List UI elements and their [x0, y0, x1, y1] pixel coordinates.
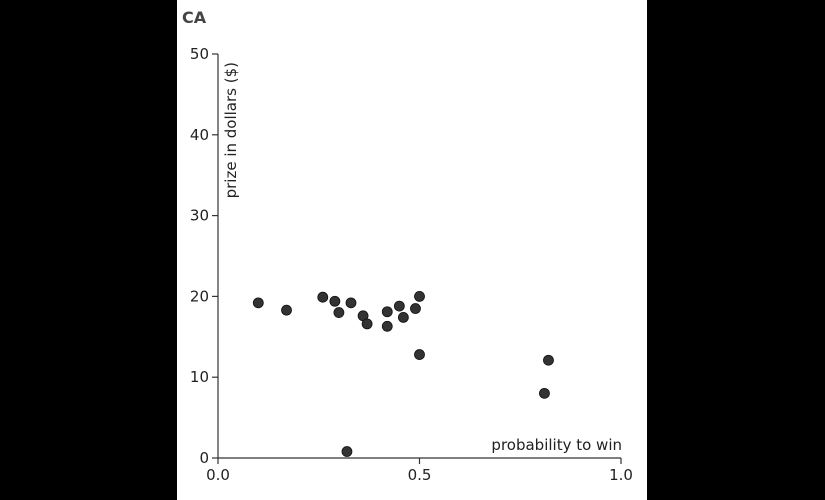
x-axis-label: probability to win — [491, 436, 622, 454]
y-tick-label: 20 — [190, 287, 209, 305]
data-point — [317, 291, 329, 303]
y-tick-label: 40 — [190, 126, 209, 144]
data-point — [414, 349, 425, 360]
x-tick-label: 1.0 — [609, 466, 633, 484]
chart-panel: CA 0 10 20 30 40 50 0.0 0.5 1.0 prize in dollar… — [177, 0, 647, 500]
data-points — [252, 290, 554, 457]
scatter-chart: CA 0 10 20 30 40 50 0.0 0.5 1.0 prize in dollar… — [182, 8, 633, 484]
data-point — [543, 354, 554, 366]
data-point — [410, 303, 421, 314]
data-point — [381, 320, 393, 332]
data-point — [414, 290, 425, 302]
data-point — [345, 297, 357, 309]
chart-title: CA — [182, 8, 207, 27]
x-tick-label: 0.0 — [206, 466, 230, 484]
data-point — [393, 300, 405, 312]
y-tick-label: 10 — [190, 368, 209, 386]
y-tick-label: 30 — [190, 207, 209, 225]
data-point — [329, 295, 341, 307]
y-axis-ticks: 0 10 20 30 40 50 — [190, 45, 218, 467]
x-axis-ticks: 0.0 0.5 1.0 — [206, 458, 633, 484]
data-point — [341, 446, 353, 457]
data-point — [281, 304, 292, 316]
x-tick-label: 0.5 — [408, 466, 432, 484]
data-point — [333, 307, 345, 318]
data-point — [361, 318, 373, 330]
y-tick-label: 0 — [199, 449, 209, 467]
data-point — [397, 312, 409, 323]
axes: 0 10 20 30 40 50 0.0 0.5 1.0 — [190, 45, 633, 484]
y-axis-label: prize in dollars ($) — [222, 62, 240, 198]
data-point — [381, 306, 393, 318]
y-tick-label: 50 — [190, 45, 209, 63]
data-point — [252, 297, 264, 309]
data-point — [539, 387, 550, 399]
